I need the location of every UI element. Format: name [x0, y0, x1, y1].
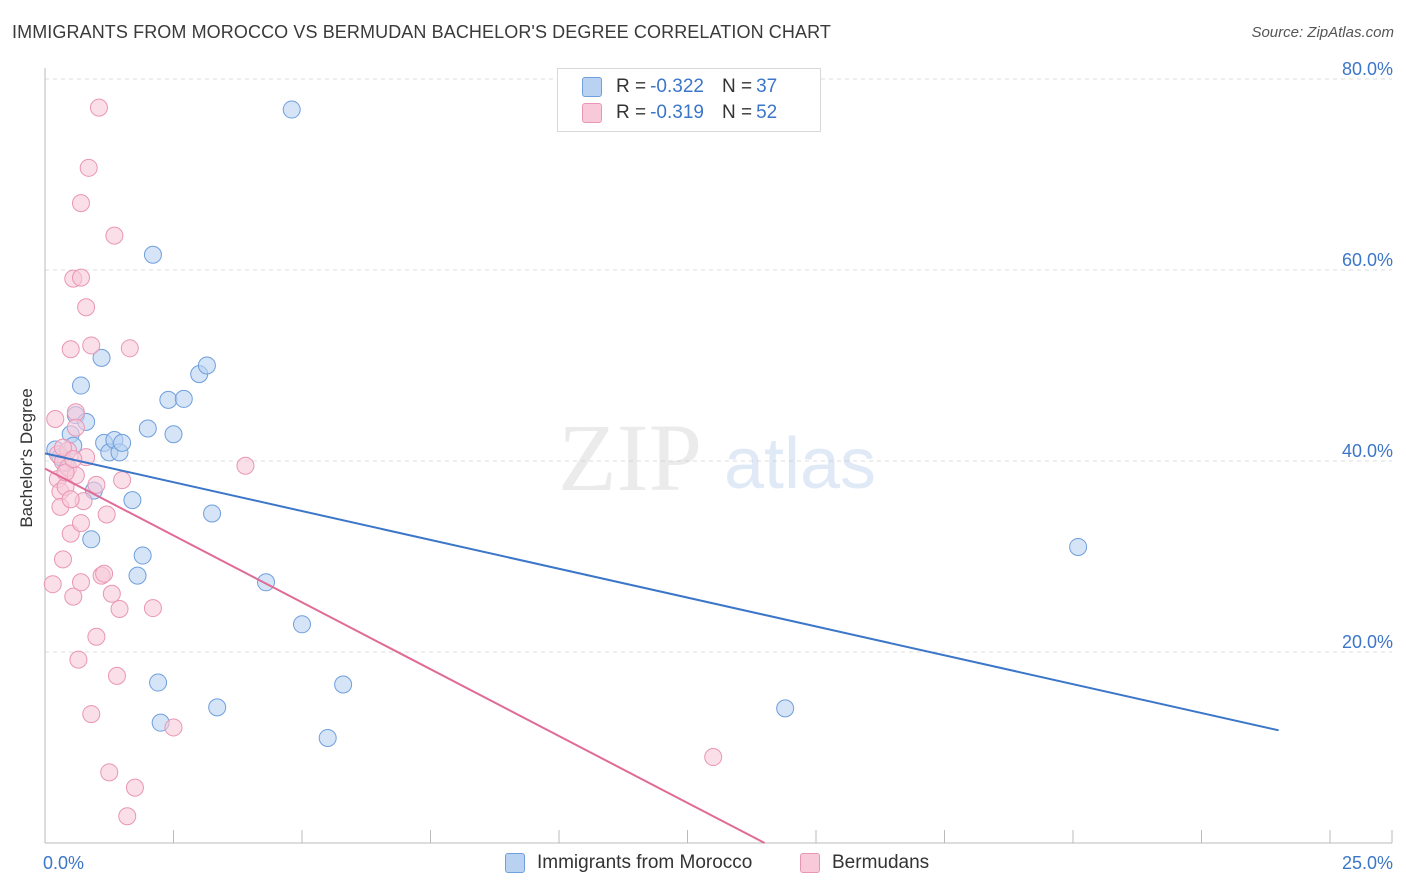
legend-r-value: -0.322 — [650, 76, 704, 97]
point-bermudans-0 — [43, 575, 62, 594]
legend-r-value: -0.319 — [650, 102, 704, 123]
point-morocco-23 — [174, 389, 193, 408]
point-morocco-6 — [82, 530, 101, 549]
legend-row-morocco: R = -0.322 N = 37 — [582, 75, 777, 99]
grid-lines — [45, 78, 1392, 653]
point-bermudans-23 — [77, 298, 96, 317]
point-bermudans-29 — [89, 98, 108, 117]
point-bermudans-16 — [66, 418, 85, 437]
point-morocco-14 — [123, 491, 142, 510]
trendline-bermudans — [44, 467, 766, 844]
point-bermudans-7 — [53, 550, 72, 569]
point-bermudans-49 — [87, 475, 106, 494]
point-bermudans-15 — [66, 403, 85, 422]
point-bermudans-27 — [82, 705, 101, 724]
legend-n-value: 52 — [756, 102, 778, 123]
point-bermudans-36 — [107, 666, 126, 685]
point-morocco-4 — [71, 376, 90, 395]
point-bermudans-48 — [71, 514, 90, 533]
point-bermudans-19 — [71, 194, 90, 213]
point-morocco-19 — [149, 673, 168, 692]
point-morocco-32 — [334, 675, 353, 694]
point-morocco-16 — [133, 546, 152, 565]
point-morocco-34 — [1069, 537, 1088, 556]
point-morocco-15 — [128, 566, 147, 585]
axes — [44, 68, 1393, 844]
point-morocco-27 — [208, 698, 227, 717]
point-bermudans-20 — [71, 268, 90, 287]
point-morocco-30 — [293, 615, 311, 634]
point-bermudans-44 — [236, 456, 255, 475]
point-bermudans-42 — [143, 599, 162, 618]
y-tick-label-2: 60.0% — [1342, 250, 1393, 270]
point-bermudans-31 — [95, 564, 114, 583]
point-morocco-28 — [257, 573, 276, 592]
point-bermudans-14 — [64, 587, 83, 606]
point-bermudans-38 — [113, 471, 132, 490]
y-tick-label-0: 20.0% — [1342, 632, 1393, 652]
chart-title: IMMIGRANTS FROM MOROCCO VS BERMUDAN BACH… — [12, 22, 831, 42]
bottom-legend-label-bermudans: Bermudans — [832, 852, 930, 873]
watermark-zip: ZIP — [558, 404, 702, 511]
tick-labels: 20.0% 40.0% 60.0% 80.0% 0.0% 25.0% — [43, 59, 1393, 873]
x-tick-label-1: 25.0% — [1342, 853, 1393, 873]
point-bermudans-34 — [102, 584, 121, 603]
trend-lines — [44, 452, 1279, 844]
legend-swatch-bermudans — [582, 103, 602, 123]
bottom-legend-label-morocco: Immigrants from Morocco — [537, 852, 753, 873]
source-label: Source: ZipAtlas.com — [1251, 24, 1394, 41]
y-tick-label-1: 40.0% — [1342, 441, 1393, 461]
x-tick-label-0: 0.0% — [43, 853, 84, 873]
point-bermudans-45 — [704, 748, 723, 767]
point-morocco-29 — [282, 100, 301, 119]
series-bermudans-points — [43, 98, 723, 826]
point-bermudans-40 — [120, 339, 139, 358]
legend-n-label: N = — [721, 76, 753, 97]
y-tick-label-3: 80.0% — [1342, 59, 1393, 79]
bottom-legend-swatch-morocco — [505, 853, 525, 873]
point-bermudans-21 — [71, 573, 90, 592]
bottom-legend-bermudans: Bermudans — [800, 852, 929, 874]
legend-r-label: R = — [616, 102, 647, 123]
watermark-atlas: atlas — [724, 424, 876, 504]
point-morocco-25 — [197, 356, 216, 375]
point-bermudans-50 — [53, 438, 72, 457]
point-bermudans-33 — [100, 763, 119, 782]
correlation-legend: R = -0.322 N = 37 R = -0.319 N = 52 — [557, 68, 821, 132]
point-bermudans-41 — [125, 778, 144, 797]
point-bermudans-1 — [46, 409, 65, 428]
point-bermudans-37 — [110, 600, 129, 619]
legend-swatch-morocco — [582, 77, 602, 97]
point-morocco-13 — [113, 433, 132, 452]
point-bermudans-35 — [105, 226, 124, 245]
point-morocco-8 — [92, 348, 111, 367]
point-bermudans-25 — [79, 158, 98, 177]
trendline-morocco — [44, 452, 1279, 732]
point-morocco-31 — [318, 728, 337, 747]
point-morocco-18 — [143, 245, 162, 264]
point-bermudans-11 — [61, 340, 80, 359]
legend-row-bermudans: R = -0.319 N = 52 — [582, 101, 777, 125]
legend-n-label: N = — [721, 102, 753, 123]
watermark: ZIP atlas — [558, 404, 876, 511]
legend-n-value: 37 — [756, 76, 778, 97]
y-axis-label: Bachelor's Degree — [17, 388, 36, 528]
point-bermudans-47 — [61, 490, 80, 509]
point-bermudans-43 — [164, 718, 183, 737]
point-bermudans-26 — [82, 336, 101, 355]
point-bermudans-28 — [87, 627, 106, 646]
bottom-legend-morocco: Immigrants from Morocco — [505, 852, 752, 874]
point-bermudans-32 — [97, 505, 116, 524]
legend-r-label: R = — [616, 76, 647, 97]
point-bermudans-39 — [118, 807, 137, 826]
point-morocco-33 — [776, 699, 795, 718]
bottom-legend-swatch-bermudans — [800, 853, 820, 873]
point-bermudans-18 — [69, 650, 88, 669]
point-morocco-17 — [138, 419, 157, 438]
point-morocco-22 — [164, 425, 183, 444]
point-morocco-26 — [203, 504, 222, 523]
point-morocco-21 — [159, 390, 178, 409]
